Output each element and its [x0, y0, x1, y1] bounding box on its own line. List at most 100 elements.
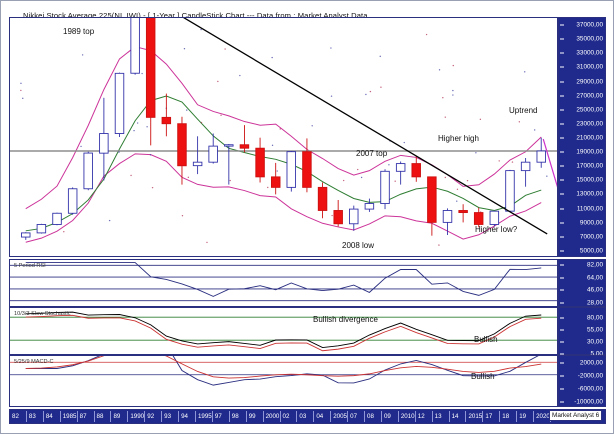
- axis-tick-label: 21000,00: [576, 134, 603, 142]
- axis-tick: [560, 353, 564, 355]
- axis-tick-label: 27000,00: [576, 92, 603, 100]
- date-axis-label[interactable]: 17: [483, 411, 501, 422]
- axis-tick: [560, 151, 564, 153]
- price-plot: [10, 18, 557, 246]
- date-axis-label[interactable]: 04: [314, 411, 332, 422]
- axis-tick: [560, 289, 564, 291]
- rsi-axis[interactable]: 82,00 64,00 46,00 28,00: [558, 259, 606, 307]
- date-axis-label[interactable]: 92: [145, 411, 163, 422]
- annotation-bullish-divergence: Bullish divergence: [313, 315, 378, 324]
- axis-tick-label: 25000,00: [576, 106, 603, 114]
- axis-tick: [560, 341, 564, 343]
- axis-tick: [560, 165, 564, 167]
- axis-tick-label: 7000,00: [579, 233, 603, 241]
- axis-tick-label: 46,00: [587, 286, 603, 294]
- date-axis-label[interactable]: 88: [95, 411, 112, 422]
- date-axis-label[interactable]: 1985: [62, 411, 78, 422]
- axis-tick-label: 31000,00: [576, 63, 603, 71]
- axis-tick: [560, 250, 564, 252]
- date-axis-label[interactable]: 89: [111, 411, 129, 422]
- date-axis-label[interactable]: 98: [230, 411, 247, 422]
- axis-tick: [560, 109, 564, 111]
- axis-tick: [560, 277, 564, 279]
- axis-tick: [560, 317, 564, 319]
- axis-tick-label: 13000,00: [576, 190, 603, 198]
- axis-tick-label: 11000,00: [576, 205, 603, 213]
- rsi-pane[interactable]: 5 Period RSI: [9, 259, 558, 307]
- axis-tick: [560, 24, 564, 26]
- date-axis-label[interactable]: 07: [348, 411, 366, 422]
- stochastic-plot: [10, 311, 557, 352]
- price-chart-pane[interactable]: [9, 17, 558, 257]
- annotation-higher-low: Higher low?: [475, 225, 518, 234]
- date-axis-label[interactable]: 02: [281, 411, 298, 422]
- date-axis-label[interactable]: 99: [247, 411, 264, 422]
- date-axis-label[interactable]: 1990: [130, 411, 146, 422]
- date-axis-label[interactable]: 12: [416, 411, 433, 422]
- axis-tick: [560, 137, 564, 139]
- macd-plot: [10, 356, 557, 386]
- date-axis-label[interactable]: 2010: [400, 411, 416, 422]
- axis-tick-label: 9000,00: [579, 219, 603, 227]
- axis-tick: [560, 388, 564, 389]
- annotation-higher-high: Higher high: [438, 134, 479, 143]
- date-axis-label[interactable]: 2000: [265, 411, 281, 422]
- watermark-label: Market Analyst 6: [549, 410, 603, 421]
- axis-tick: [560, 401, 564, 402]
- axis-tick-label: 64,00: [587, 274, 603, 282]
- stochastic-pane[interactable]: 10/3/3 Slow Stochastic: [9, 307, 558, 355]
- axis-tick: [560, 264, 564, 266]
- date-axis-label[interactable]: 94: [179, 411, 196, 422]
- axis-tick: [560, 375, 564, 376]
- price-axis[interactable]: 37000,00 35000,00 33000,00 31000,00 29000,00…: [558, 17, 606, 257]
- axis-tick-label: 30,00: [587, 338, 603, 346]
- axis-tick-label: 55,00: [587, 326, 603, 334]
- axis-tick-label: 80,00: [587, 314, 603, 322]
- annotation-top-2007: 2007 top: [356, 149, 388, 158]
- axis-tick: [560, 52, 564, 54]
- chart-title: Nikkei Stock Average 225(NI_IWI) - [ 1-Y…: [23, 11, 368, 20]
- axis-tick-label: 23000,00: [576, 120, 603, 128]
- date-axis-label[interactable]: 08: [365, 411, 382, 422]
- axis-tick-label: 35000,00: [576, 35, 603, 43]
- date-axis-label[interactable]: 2005: [333, 411, 349, 422]
- date-axis-label[interactable]: 13: [433, 411, 450, 422]
- date-axis-label[interactable]: 83: [27, 411, 44, 422]
- axis-tick-label: 17000,00: [576, 162, 603, 170]
- annotation-bullish-macd: Bullish: [471, 372, 495, 381]
- axis-tick-label: 15000,00: [576, 176, 603, 184]
- date-axis-label[interactable]: 18: [500, 411, 518, 422]
- date-axis-label[interactable]: 82: [10, 411, 27, 422]
- axis-tick: [560, 329, 564, 331]
- rsi-plot: [10, 262, 557, 302]
- macd-pane[interactable]: 5/25/9 MACD-C: [9, 355, 558, 407]
- axis-tick-label: 2000,00: [579, 359, 603, 366]
- annotation-top-1989: 1989 top: [63, 27, 95, 36]
- axis-tick: [560, 179, 564, 181]
- date-axis-label[interactable]: 97: [213, 411, 230, 422]
- annotation-uptrend: Uptrend: [509, 106, 538, 115]
- axis-tick: [560, 236, 564, 238]
- date-axis-label[interactable]: 03: [297, 411, 315, 422]
- date-axis-label[interactable]: 14: [450, 411, 467, 422]
- axis-tick-label: 82,00: [587, 261, 603, 269]
- date-axis-label[interactable]: 09: [382, 411, 399, 422]
- axis-tick: [560, 95, 564, 97]
- macd-axis[interactable]: 2000,00 -2000,00 -6000,00 -10000,00: [558, 355, 606, 407]
- date-axis[interactable]: 82 83 84 1985 87 88 89 1990 92 93 94 1995 97 98 99 2000…: [9, 409, 606, 424]
- axis-tick-label: -6000,00: [577, 385, 603, 392]
- axis-tick-label: 19000,00: [576, 148, 603, 156]
- axis-tick: [560, 66, 564, 68]
- stochastic-axis[interactable]: 80,00 55,00 30,00 5,00: [558, 307, 606, 358]
- date-axis-label[interactable]: 1995: [197, 411, 213, 422]
- axis-tick-label: 5,00: [590, 350, 603, 358]
- date-axis-label[interactable]: 2015: [468, 411, 484, 422]
- axis-tick-label: 5000,00: [579, 247, 603, 255]
- date-axis-label[interactable]: 87: [78, 411, 95, 422]
- date-axis-label[interactable]: 93: [162, 411, 180, 422]
- axis-tick: [560, 38, 564, 40]
- axis-tick-label: 33000,00: [576, 49, 603, 57]
- date-axis-label[interactable]: 19: [517, 411, 535, 422]
- axis-tick-label: 37000,00: [576, 21, 603, 29]
- date-axis-label[interactable]: 84: [44, 411, 61, 422]
